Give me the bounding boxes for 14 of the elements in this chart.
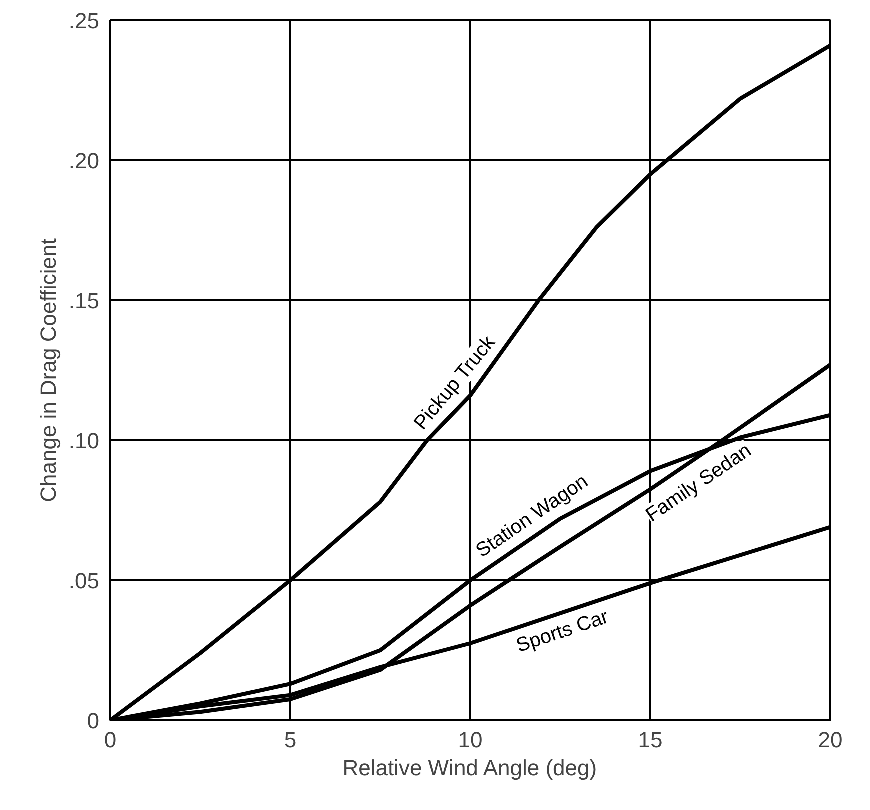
y-tick-label: .15 [68, 288, 100, 314]
y-tick-label: .10 [68, 428, 100, 454]
y-tick-label: .05 [68, 568, 100, 594]
x-tick-label: 5 [284, 728, 297, 752]
x-tick-label: 0 [104, 728, 117, 752]
x-tick-label: 10 [458, 728, 483, 752]
y-tick-label: .25 [68, 8, 100, 34]
x-tick-label: 20 [818, 728, 843, 752]
x-axis-title: Relative Wind Angle (deg) [342, 756, 598, 780]
y-tick-label: .20 [68, 148, 100, 174]
y-tick-label: 0 [87, 708, 100, 734]
y-axis-title: Change in Drag Coefficient [36, 238, 61, 502]
text: Sports Car [514, 606, 612, 658]
x-tick-label: 15 [638, 728, 663, 752]
